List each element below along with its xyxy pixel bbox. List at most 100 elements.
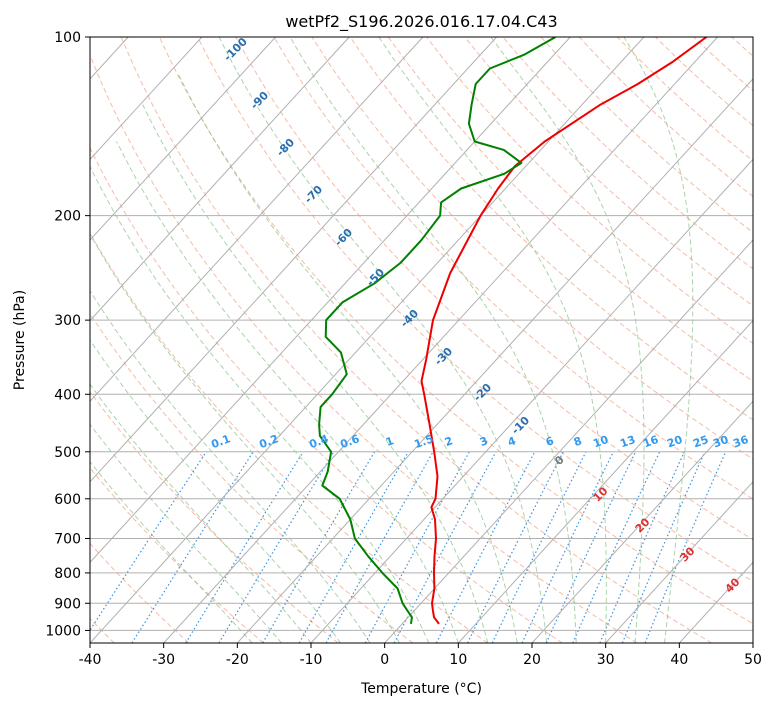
skewed-isotherms	[90, 37, 753, 643]
dry-adiabat-line	[90, 313, 414, 643]
x-tick-label: -30	[152, 652, 175, 668]
moist-adiabat-label: 20	[633, 515, 653, 535]
moist-adiabat-line	[142, 104, 489, 643]
x-tick-label: -10	[300, 652, 323, 668]
isotherm-line	[90, 37, 424, 402]
moist-adiabat-line	[289, 37, 577, 643]
moist-adiabat-line	[378, 37, 607, 643]
mixing-ratio-label: 1	[384, 434, 396, 449]
mixing-ratio-label: 0.1	[209, 432, 232, 451]
isotherm-line	[90, 37, 203, 161]
mixing-ratio-line	[621, 451, 706, 643]
x-tick-label: 50	[744, 652, 762, 668]
plot-frame	[89, 36, 754, 644]
x-tick-label: -40	[79, 652, 102, 668]
y-axis-title: Pressure (hPa)	[12, 290, 28, 390]
temperature-profile-line	[420, 37, 708, 625]
dry-adiabat-line	[273, 37, 753, 500]
isotherm-line	[90, 37, 645, 643]
x-axis-title: Temperature (°C)	[360, 681, 482, 697]
x-tick-label: 30	[597, 652, 615, 668]
x-tick-label: 0	[380, 652, 389, 668]
dry-adiabat-line	[90, 390, 339, 643]
dry-adiabat-line	[578, 37, 753, 198]
mixing-ratio-label: 1.5	[412, 432, 435, 451]
isotherm-line	[90, 37, 350, 322]
mixing-ratio-label: 3	[478, 434, 490, 449]
y-axis: 100 200 300 400 500 600 700 800 900 1000	[45, 30, 90, 639]
x-tick-label: 40	[670, 652, 688, 668]
dry-adiabat-line	[158, 37, 753, 625]
dry-adiabat-line	[311, 37, 753, 460]
mixing-ratio-line	[572, 451, 661, 643]
y-tick-label: 900	[54, 596, 81, 612]
isotherm-line	[605, 481, 753, 643]
moist-adiabat-line	[90, 165, 430, 643]
mixing-ratio-label: 2	[443, 434, 455, 449]
dry-adiabat-label: -60	[332, 226, 355, 249]
moist-adiabat-line	[90, 423, 282, 643]
y-tick-label: 800	[54, 566, 81, 582]
x-tick-label: 20	[523, 652, 541, 668]
dry-adiabats	[90, 37, 753, 643]
isotherm-line	[384, 239, 753, 643]
moist-adiabats	[90, 37, 694, 643]
mixing-ratio-label: 6	[544, 434, 556, 449]
mixing-ratio-label: 8	[572, 434, 584, 449]
dry-adiabat-line	[90, 467, 264, 643]
mixing-ratio-label: 20	[665, 433, 684, 451]
mixing-ratio-label: 16	[641, 433, 660, 451]
y-tick-label: 100	[54, 30, 81, 46]
mixing-ratio-line	[325, 451, 434, 643]
profile-series	[318, 37, 708, 625]
dry-adiabat-label: -100	[221, 35, 250, 64]
isotherm-line	[457, 319, 753, 643]
mixing-ratio-label: 13	[618, 433, 637, 450]
dry-adiabat-line	[426, 37, 753, 344]
y-tick-label: 700	[54, 532, 81, 548]
isotherm-line	[163, 37, 718, 643]
moist-adiabat-line	[116, 141, 459, 643]
mixing-ratio-line	[90, 451, 207, 632]
mixing-ratio-label: 0.4	[307, 432, 330, 451]
dewpoint-profile-line	[318, 37, 556, 625]
mixing-ratio-line	[131, 451, 254, 643]
isotherm-line	[236, 78, 753, 643]
moist-adiabat-label: 10	[591, 484, 611, 504]
moist-adiabat-line	[177, 72, 518, 643]
isotherm-line	[752, 642, 753, 643]
x-axis: -40 -30 -20 -10 0 10 20 30 40 50	[79, 643, 762, 668]
mixing-ratio-label: 10	[591, 433, 610, 451]
dry-adiabat-line	[502, 37, 753, 270]
isotherm-line	[90, 37, 497, 483]
y-tick-label: 600	[54, 492, 81, 508]
mixing-ratio-label: 4	[506, 434, 518, 449]
y-tick-label: 500	[54, 445, 81, 461]
mixing-ratio-label: 0.6	[338, 432, 361, 451]
moist-adiabat-line	[490, 37, 645, 643]
dry-adiabat-line	[120, 37, 712, 643]
mixing-ratio-label: 25	[691, 433, 710, 450]
isotherm-line	[90, 37, 571, 564]
mixing-ratio-line	[521, 451, 614, 643]
dry-adiabat-line	[464, 37, 753, 307]
moist-adiabat-line	[90, 383, 312, 643]
mixing-ratio-label: 0.2	[257, 432, 280, 451]
isotherm-line	[90, 37, 276, 241]
y-tick-label: 1000	[45, 623, 81, 639]
y-tick-label: 400	[54, 387, 81, 403]
mixing-ratio-line	[298, 451, 409, 643]
mixing-ratio-label: 36	[731, 433, 750, 451]
moist-adiabat-line	[90, 233, 400, 643]
dry-adiabat-line	[90, 542, 190, 643]
dry-adiabat-line	[90, 146, 563, 643]
mixing-ratio-line	[466, 451, 564, 643]
x-tick-label: -20	[226, 652, 249, 668]
mixing-ratio-line	[599, 451, 685, 643]
moist-adiabat-line	[90, 289, 371, 643]
mixing-ratio-line	[491, 451, 587, 643]
mixing-ratio-line	[218, 451, 335, 643]
chart-title: wetPf2_S196.2026.016.17.04.C43	[285, 12, 557, 32]
moist-adiabat-line	[90, 339, 341, 643]
